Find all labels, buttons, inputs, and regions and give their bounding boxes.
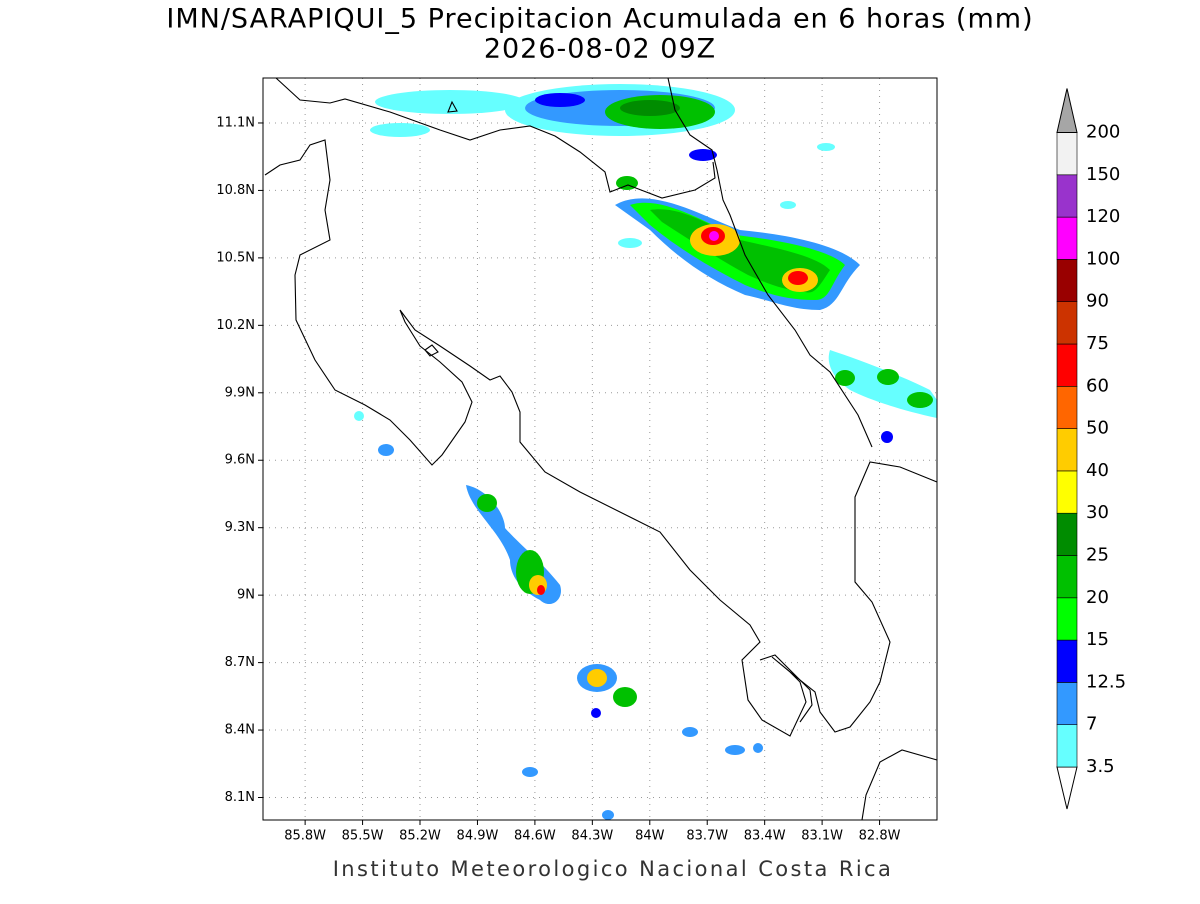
colorbar-box (1056, 174, 1078, 218)
colorbar-box (1056, 343, 1078, 387)
colorbar-box (1056, 132, 1078, 176)
x-tick-label: 83.7W (686, 829, 728, 844)
map-subtitle: 2026-08-02 09Z (484, 34, 716, 65)
x-tick-label: 84.3W (571, 829, 613, 844)
y-tick-label: 8.7N (225, 655, 255, 670)
grid (263, 78, 937, 820)
y-tick-label: 8.1N (225, 790, 255, 805)
colorbar-box (1056, 301, 1078, 345)
map-frame (262, 77, 938, 821)
y-tick-label: 10.5N (216, 250, 255, 265)
precipitation-field (354, 84, 937, 820)
colorbar-box (1056, 512, 1078, 556)
colorbar-label: 3.5 (1086, 756, 1115, 777)
colorbar-box (1056, 428, 1078, 472)
y-tick-label: 8.4N (225, 723, 255, 738)
colorbar-label: 12.5 (1086, 671, 1126, 692)
colorbar-label: 30 (1086, 502, 1109, 523)
footer-credit: Instituto Meteorologico Nacional Costa R… (333, 857, 894, 881)
colorbar-label: 15 (1086, 629, 1109, 650)
colorbar-label: 20 (1086, 587, 1109, 608)
x-tick-label: 85.5W (342, 829, 384, 844)
colorbar-box (1056, 385, 1078, 429)
colorbar-over (1056, 88, 1078, 133)
colorbar-box (1056, 216, 1078, 260)
y-tick-label: 10.8N (216, 183, 255, 198)
colorbar-label: 40 (1086, 460, 1109, 481)
colorbar-label: 150 (1086, 164, 1120, 185)
y-tick-label: 9.6N (225, 453, 255, 468)
colorbar-label: 200 (1086, 122, 1120, 143)
colorbar-box (1056, 724, 1078, 768)
x-tick-label: 84W (635, 829, 665, 844)
colorbar-label: 50 (1086, 418, 1109, 439)
colorbar-label: 25 (1086, 545, 1109, 566)
colorbar-label: 75 (1086, 333, 1109, 354)
x-tick-label: 85.8W (284, 829, 326, 844)
map-title: IMN/SARAPIQUI_5 Precipitacion Acumulada … (166, 4, 1033, 35)
colorbar-box (1056, 597, 1078, 641)
colorbar-box (1056, 639, 1078, 683)
colorbar-label: 7 (1086, 714, 1097, 735)
colorbar-box (1056, 555, 1078, 599)
x-tick-label: 83.4W (744, 829, 786, 844)
y-tick-label: 9.9N (225, 385, 255, 400)
x-tick-label: 84.6W (514, 829, 556, 844)
colorbar-box (1056, 259, 1078, 302)
y-tick-label: 10.2N (216, 318, 255, 333)
y-tick-label: 9N (237, 588, 255, 603)
axes: 85.8W 85.5W 85.2W 84.9W 84.6W 84.3W 84W 83.7W 83… (216, 115, 900, 843)
colorbar: 3.5 7 12.5 15 20 25 30 40 50 60 75 90 100 120 150 200 (1056, 88, 1126, 810)
colorbar-box (1056, 470, 1078, 514)
x-tick-label: 82.8W (859, 829, 901, 844)
x-tick-label: 84.9W (457, 829, 499, 844)
y-tick-label: 11.1N (216, 115, 255, 130)
colorbar-label: 120 (1086, 206, 1120, 227)
colorbar-box (1056, 682, 1078, 726)
colorbar-under (1056, 766, 1078, 810)
x-tick-label: 85.2W (399, 829, 441, 844)
colorbar-label: 90 (1086, 291, 1109, 312)
x-tick-label: 83.1W (801, 829, 843, 844)
coastline (264, 77, 938, 821)
y-tick-label: 9.3N (225, 520, 255, 535)
colorbar-label: 100 (1086, 248, 1120, 269)
colorbar-label: 60 (1086, 375, 1109, 396)
